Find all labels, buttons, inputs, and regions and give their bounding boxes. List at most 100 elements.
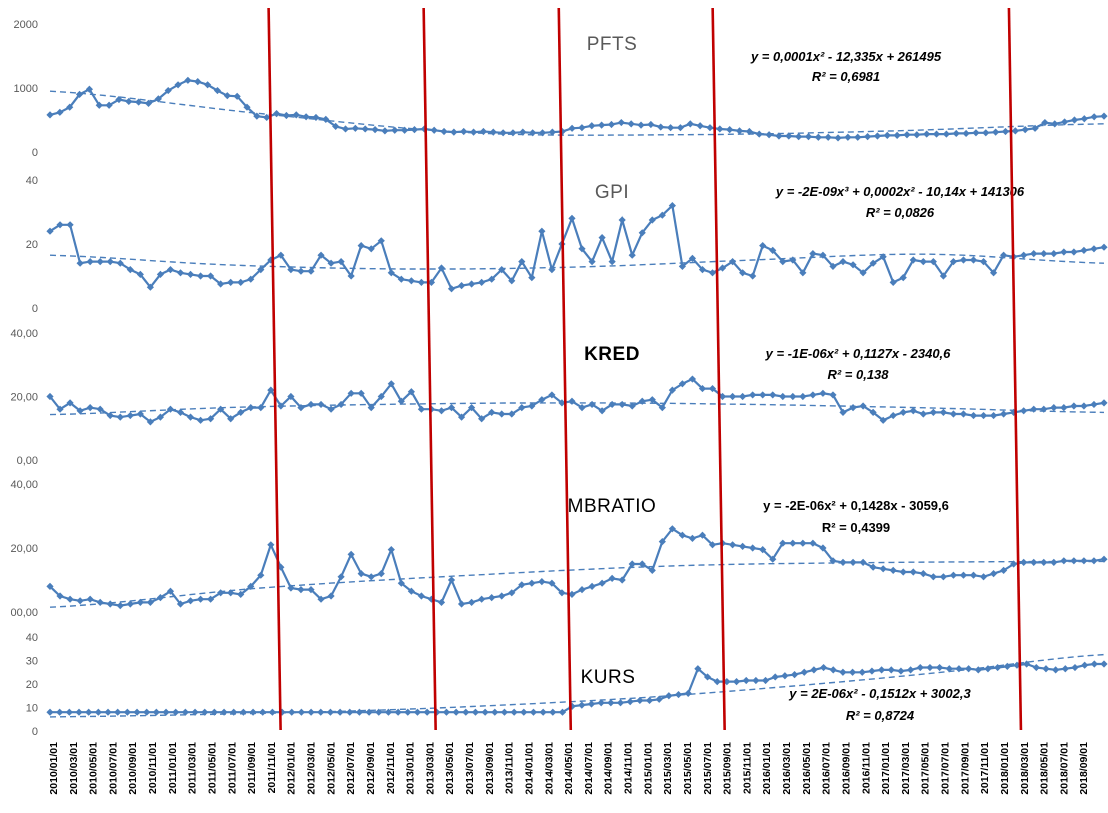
break-line [267,7,282,731]
x-tick-label: 2010/05/01 [88,742,100,795]
data-point [468,598,476,606]
data-point [417,592,426,600]
data-point [684,689,692,697]
data-point [952,129,960,138]
data-point [381,127,389,135]
data-point [247,582,255,590]
data-point [668,386,676,394]
data-point [312,113,320,122]
data-point [873,132,882,140]
panel-title: PFTS [587,34,638,55]
data-point [404,708,412,716]
data-point [839,408,847,416]
data-point [769,391,777,399]
data-point [810,666,818,674]
data-point [327,405,335,413]
data-point [488,594,496,602]
x-tick-label: 2011/01/01 [167,742,179,794]
x-tick-label: 2014/01/01 [523,742,535,795]
data-point [1070,116,1079,124]
data-point [761,676,770,685]
data-point [56,108,64,116]
data-point [678,531,686,539]
data-point [95,101,103,109]
data-point [713,678,721,686]
data-point [417,278,426,286]
data-point [598,579,606,587]
data-point [1080,246,1088,254]
data-point [984,665,992,673]
data-point [510,708,518,716]
data-point [243,103,251,111]
data-point [1030,558,1038,566]
x-tick-label: 2010/07/01 [107,742,119,795]
data-point [166,405,175,413]
data-point [854,133,862,141]
data-point [686,120,694,128]
data-point [899,274,907,282]
data-point [879,565,887,573]
data-point [146,598,154,606]
data-point [387,546,395,554]
data-point [391,126,399,134]
data-point [332,122,340,130]
data-point [769,555,777,563]
data-point [267,386,275,394]
x-tick-label: 2017/01/01 [880,742,892,795]
r-squared: R² = 0,6981 [812,69,880,84]
data-point [889,566,897,574]
data-point [939,272,947,280]
data-point [207,595,215,603]
data-point [1100,399,1108,407]
data-point [726,126,734,134]
data-point [588,400,596,409]
data-point [518,581,526,589]
data-point [1040,558,1048,566]
data-point [819,663,828,672]
data-point [708,541,717,549]
data-point [410,126,419,134]
data-point [1011,127,1019,135]
data-point [457,600,466,608]
data-point [959,256,968,264]
data-point [883,131,891,139]
data-point [799,539,807,547]
data-point [809,539,817,547]
data-point [858,668,866,676]
data-point [789,392,797,401]
data-point [955,665,963,673]
data-point [969,256,978,264]
data-point [377,570,385,578]
y-tick-label: 40,00 [10,328,38,340]
data-point [869,259,877,267]
data-point [1040,405,1048,413]
data-point [317,595,325,603]
data-point [688,534,697,542]
data-point [1100,243,1108,251]
data-point [578,586,586,594]
data-point [146,418,154,426]
r-squared: R² = 0,8724 [846,708,915,723]
data-point [498,266,506,274]
data-point [637,121,645,129]
data-point [678,262,686,270]
data-point [1023,660,1031,668]
data-point [759,391,767,399]
x-tick-label: 2010/01/01 [48,742,60,795]
data-point [839,258,847,266]
data-point [739,542,747,550]
data-point [317,400,325,409]
data-point [929,258,937,266]
data-point [46,582,54,590]
data-point [207,272,215,280]
data-point [136,598,144,606]
data-point [779,539,787,547]
data-point [809,250,817,258]
data-point [869,408,877,416]
data-point [839,558,847,566]
data-point [907,666,915,674]
data-point [237,590,245,598]
x-tick-label: 2017/09/01 [959,742,971,795]
data-point [568,124,576,132]
data-point [706,124,714,132]
